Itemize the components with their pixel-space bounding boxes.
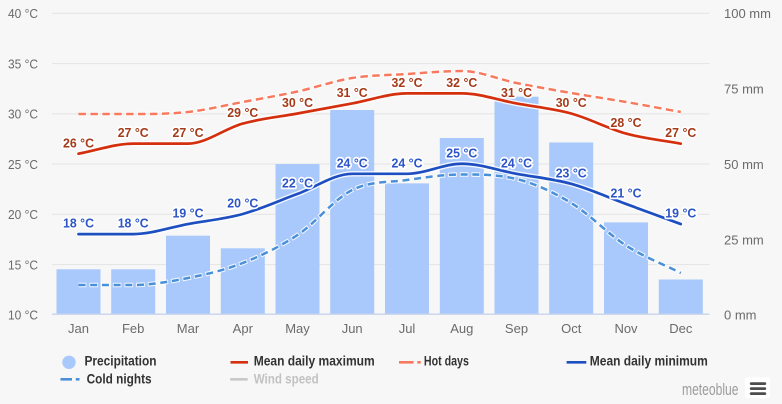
svg-text:Dec: Dec xyxy=(669,321,693,336)
svg-text:Wind speed: Wind speed xyxy=(254,371,319,386)
svg-text:meteoblue: meteoblue xyxy=(682,381,739,399)
svg-text:40 °C: 40 °C xyxy=(8,6,38,21)
svg-text:31 °C: 31 °C xyxy=(501,85,533,100)
svg-text:20 °C: 20 °C xyxy=(227,196,259,211)
svg-text:27 °C: 27 °C xyxy=(665,125,697,140)
svg-text:32 °C: 32 °C xyxy=(446,75,478,90)
svg-text:24 °C: 24 °C xyxy=(392,155,424,170)
svg-text:May: May xyxy=(285,321,310,336)
svg-text:19 °C: 19 °C xyxy=(173,206,205,221)
svg-text:27 °C: 27 °C xyxy=(173,125,205,140)
svg-text:Precipitation: Precipitation xyxy=(85,353,157,368)
svg-text:20 °C: 20 °C xyxy=(8,207,38,222)
svg-text:30 °C: 30 °C xyxy=(556,95,588,110)
svg-text:25 °C: 25 °C xyxy=(8,157,38,172)
svg-text:24 °C: 24 °C xyxy=(501,155,533,170)
svg-text:Jul: Jul xyxy=(399,321,416,336)
svg-text:25 °C: 25 °C xyxy=(446,145,478,160)
svg-text:Oct: Oct xyxy=(561,321,582,336)
svg-text:24 °C: 24 °C xyxy=(337,155,369,170)
svg-text:19 °C: 19 °C xyxy=(665,206,697,221)
svg-text:23 °C: 23 °C xyxy=(556,165,588,180)
svg-text:Mar: Mar xyxy=(177,321,200,336)
svg-text:30 °C: 30 °C xyxy=(282,95,314,110)
svg-text:29 °C: 29 °C xyxy=(227,105,259,120)
svg-text:31 °C: 31 °C xyxy=(337,85,369,100)
svg-text:30 °C: 30 °C xyxy=(8,107,38,122)
svg-text:Nov: Nov xyxy=(614,321,638,336)
svg-text:26 °C: 26 °C xyxy=(63,135,95,150)
svg-text:75 mm: 75 mm xyxy=(724,82,764,97)
svg-text:22 °C: 22 °C xyxy=(282,176,314,191)
svg-text:Cold nights: Cold nights xyxy=(87,371,152,386)
svg-text:18 °C: 18 °C xyxy=(63,216,95,231)
svg-text:Jan: Jan xyxy=(68,321,89,336)
svg-text:25 mm: 25 mm xyxy=(724,232,764,247)
svg-text:28 °C: 28 °C xyxy=(611,115,643,130)
svg-text:Hot days: Hot days xyxy=(424,353,469,368)
svg-text:50 mm: 50 mm xyxy=(724,157,764,172)
svg-text:27 °C: 27 °C xyxy=(118,125,150,140)
svg-text:Aug: Aug xyxy=(450,321,473,336)
svg-text:10 °C: 10 °C xyxy=(8,308,38,323)
svg-text:Feb: Feb xyxy=(122,321,144,336)
svg-text:35 °C: 35 °C xyxy=(8,57,38,72)
svg-text:Mean daily minimum: Mean daily minimum xyxy=(590,353,708,368)
svg-text:Sep: Sep xyxy=(505,321,528,336)
svg-text:21 °C: 21 °C xyxy=(611,186,643,201)
svg-text:0 mm: 0 mm xyxy=(724,308,757,323)
svg-text:100 mm: 100 mm xyxy=(724,6,771,21)
svg-text:Mean daily maximum: Mean daily maximum xyxy=(254,353,375,368)
svg-text:Jun: Jun xyxy=(342,321,363,336)
svg-text:15 °C: 15 °C xyxy=(8,257,38,272)
svg-text:Apr: Apr xyxy=(233,321,254,336)
svg-text:18 °C: 18 °C xyxy=(118,216,150,231)
svg-text:32 °C: 32 °C xyxy=(392,75,424,90)
